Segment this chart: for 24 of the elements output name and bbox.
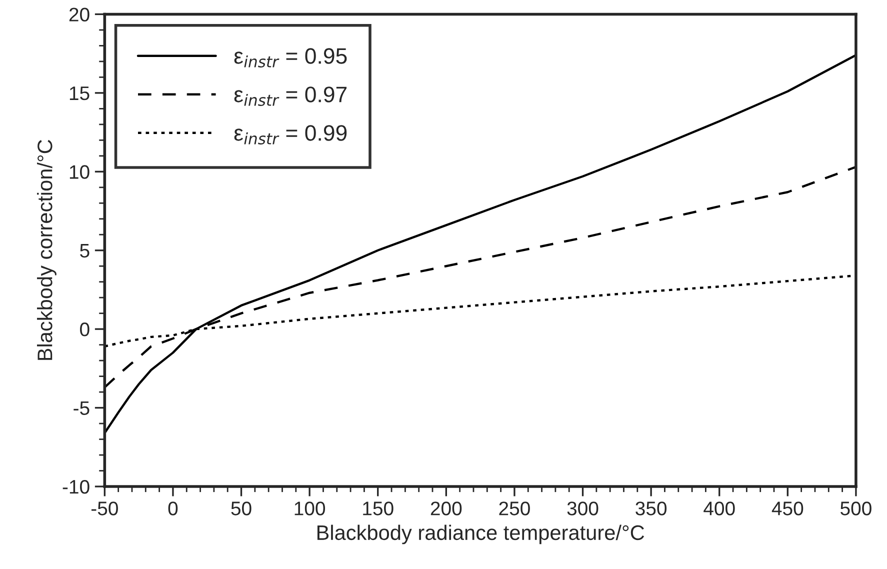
x-tick-label: 50 (231, 502, 252, 516)
x-tick-label: 300 (567, 502, 598, 516)
x-tick-label: 0 (168, 502, 178, 516)
y-tick-label: 0 (80, 322, 90, 336)
x-tick-label: 450 (772, 502, 804, 516)
x-tick-label: 500 (840, 502, 872, 516)
x-tick-label: 250 (499, 502, 530, 516)
x-tick-label: 150 (363, 502, 394, 516)
y-tick-label: 15 (70, 86, 90, 100)
x-tick-label: 100 (294, 502, 326, 516)
legend-label: ε$_{instr}$ = 0.99 (234, 125, 347, 144)
x-tick-label: 350 (636, 502, 667, 516)
y-tick-label: 5 (80, 244, 90, 258)
x-tick-label: 200 (430, 502, 462, 516)
y-tick-label: -10 (62, 480, 90, 494)
x-tick-label: -50 (91, 502, 118, 516)
y-axis-title: Blackbody correction/°C (37, 140, 56, 360)
x-tick-label: 400 (704, 502, 735, 516)
y-tick-label: 10 (70, 165, 90, 179)
legend-label: ε$_{instr}$ = 0.97 (234, 86, 347, 106)
legend-label: ε$_{instr}$ = 0.95 (234, 48, 347, 68)
y-tick-label: -5 (74, 401, 90, 416)
x-axis-title: Blackbody radiance temperature/°C (317, 524, 644, 544)
y-tick-label: 20 (69, 8, 90, 22)
